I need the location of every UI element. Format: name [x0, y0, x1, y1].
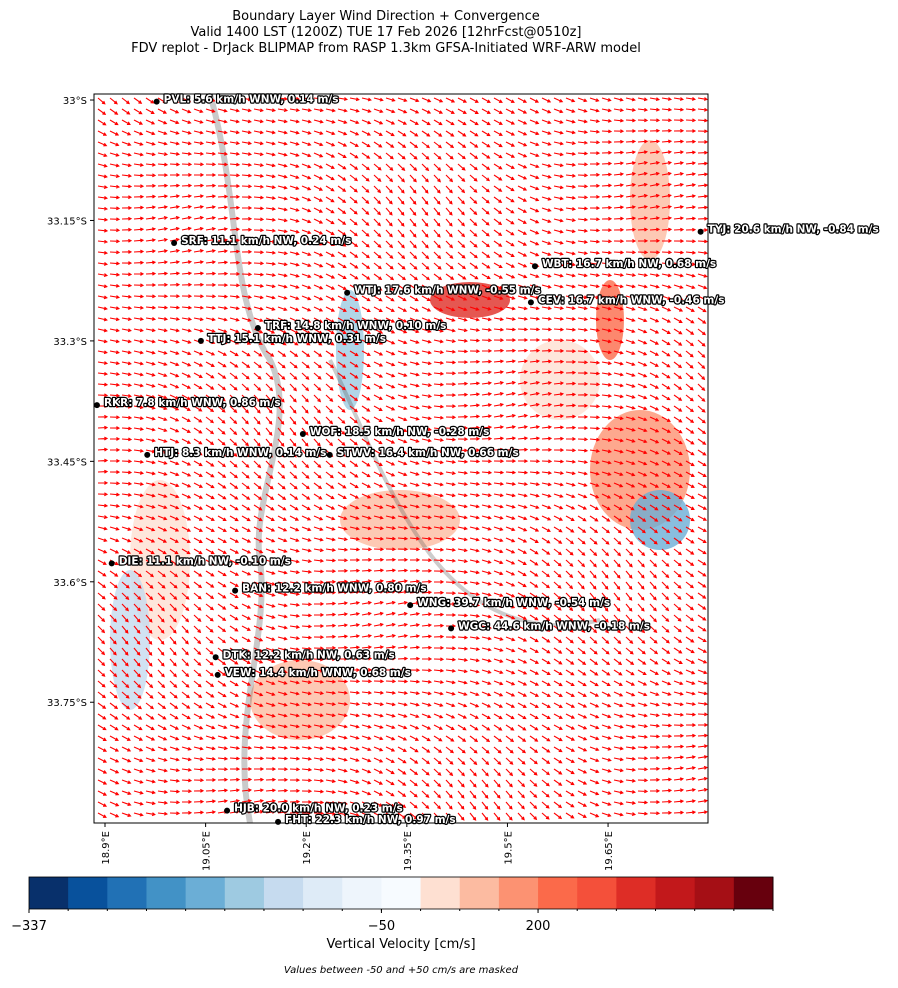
colorbar-swatch: [342, 877, 382, 909]
station-dot: [144, 451, 151, 458]
station-label: VEW: 14.4 km/h WNW, 0.68 m/s: [225, 667, 411, 679]
colorbar-swatch: [694, 877, 735, 909]
colorbar-tick-label: −337: [11, 919, 47, 934]
x-tick-label: 18.9°E: [101, 831, 112, 865]
x-tick-label: 19.35°E: [403, 831, 414, 871]
station-dot: [448, 625, 455, 632]
colorbar-swatch: [303, 877, 343, 909]
y-tick-label: 33.45°S: [47, 457, 87, 468]
station-dot: [254, 325, 261, 332]
colorbar-note: Values between -50 and +50 cm/s are mask…: [284, 965, 519, 976]
station-dot: [108, 560, 115, 567]
colorbar-swatch: [29, 877, 69, 909]
station-dot: [153, 98, 160, 105]
station-dot: [531, 263, 538, 270]
station-dot: [407, 602, 414, 609]
chart-title: Boundary Layer Wind Direction + Converge…: [232, 9, 540, 24]
convergence-patch: [340, 490, 460, 550]
colorbar-swatch: [185, 877, 226, 909]
stations: PVL: 5.6 km/h WNW, 0.14 m/s SRF: 11.1 km/…: [93, 92, 880, 827]
station-dot: [197, 337, 204, 344]
map-layer: [97, 94, 708, 823]
x-tick-label: 19.05°E: [202, 831, 213, 871]
station-dot: [275, 818, 282, 825]
station-dot: [299, 431, 306, 438]
colorbar-tick-label: −50: [368, 919, 395, 934]
station-label: STWV: 16.4 km/h NW, 0.66 m/s: [337, 447, 519, 459]
station-dot: [214, 671, 221, 678]
colorbar-label: Vertical Velocity [cm/s]: [326, 937, 475, 952]
colorbar-swatch: [655, 877, 696, 909]
station-label: PVL: 5.6 km/h WNW, 0.14 m/s: [164, 94, 339, 106]
convergence-patch: [520, 340, 600, 420]
map-frame: [93, 93, 709, 824]
convergence-patch: [110, 570, 150, 710]
colorbar-swatch: [459, 877, 500, 909]
station-dot: [344, 289, 351, 296]
station-label: TTJ: 15.1 km/h WNW, 0.31 m/s: [208, 333, 386, 345]
station-dot: [212, 654, 219, 661]
station-label: HTJ: 8.3 km/h WNW, 0.14 m/s: [154, 447, 326, 459]
station-label: DIE: 11.1 km/h NW, -0.10 m/s: [119, 555, 291, 567]
colorbar-frame: [28, 876, 774, 910]
colorbar-swatch: [68, 877, 108, 909]
station-dot: [232, 587, 239, 594]
station-label: WOF: 18.5 km/h NW, -0.28 m/s: [310, 426, 490, 438]
station-dot: [697, 228, 704, 235]
y-tick-label: 33.6°S: [53, 578, 87, 589]
station-label: WGC: 44.6 km/h WNW, -0.18 m/s: [458, 620, 650, 632]
station-dot: [171, 239, 178, 246]
colorbar-swatch: [107, 877, 147, 909]
station-label: CEV: 16.7 km/h WNW, -0.46 m/s: [538, 294, 725, 306]
station-label: TYJ: 20.6 km/h NW, -0.84 m/s: [708, 224, 879, 236]
terrain-contour: [328, 359, 601, 628]
station-dot: [527, 299, 534, 306]
colorbar-swatch: [616, 877, 657, 909]
station-label: WTJ: 17.6 km/h WNW, -0.55 m/s: [354, 285, 541, 297]
station-dot: [93, 402, 100, 409]
x-tick-label: 19.65°E: [604, 831, 615, 871]
colorbar-swatch: [263, 877, 304, 909]
x-tick-label: 19.5°E: [503, 831, 514, 865]
colorbar-swatch: [498, 877, 539, 909]
wind-arrows: [97, 96, 708, 821]
y-tick-label: 33.75°S: [47, 698, 87, 709]
colorbar-tick-label: 200: [526, 919, 551, 934]
chart-subtitle: Valid 1400 LST (1200Z) TUE 17 Feb 2026 […: [190, 25, 581, 40]
colorbar-swatch: [733, 877, 774, 909]
colorbar-swatch: [577, 877, 617, 909]
terrain-contour: [207, 94, 283, 823]
station-label: FHT: 22.3 km/h NW, 0.97 m/s: [285, 814, 456, 826]
colorbar-swatch: [420, 877, 461, 909]
colorbar-swatch: [538, 877, 578, 909]
colorbar-swatch: [146, 877, 187, 909]
y-tick-label: 33.3°S: [53, 337, 87, 348]
station-label: WNG: 39.7 km/h WNW, -0.54 m/s: [417, 597, 610, 609]
station-label: TRF: 14.8 km/h WNW, 0.10 m/s: [265, 320, 446, 332]
station-dot: [224, 807, 231, 814]
station-dot: [326, 451, 333, 458]
colorbar-swatch: [381, 877, 422, 909]
station-label: DTK: 12.2 km/h NW, 0.63 m/s: [223, 649, 395, 661]
station-label: RKR: 7.8 km/h WNW, 0.86 m/s: [104, 397, 281, 409]
y-tick-label: 33.15°S: [47, 216, 87, 227]
convergence-patch: [630, 140, 670, 260]
station-label: BAN: 12.2 km/h WNW, 0.80 m/s: [242, 583, 427, 595]
station-label: WBT: 16.7 km/h NW, 0.68 m/s: [542, 258, 716, 270]
convergence-patch: [250, 660, 350, 740]
x-tick-label: 19.2°E: [302, 831, 313, 865]
station-label: SRF: 11.1 km/h NW, 0.24 m/s: [181, 235, 351, 247]
station-label: HJB: 20.0 km/h NW, 0.23 m/s: [234, 803, 403, 815]
y-tick-label: 33°S: [63, 96, 87, 107]
colorbar-swatch: [224, 877, 265, 909]
chart-caption: FDV replot - DrJack BLIPMAP from RASP 1.…: [131, 41, 641, 56]
